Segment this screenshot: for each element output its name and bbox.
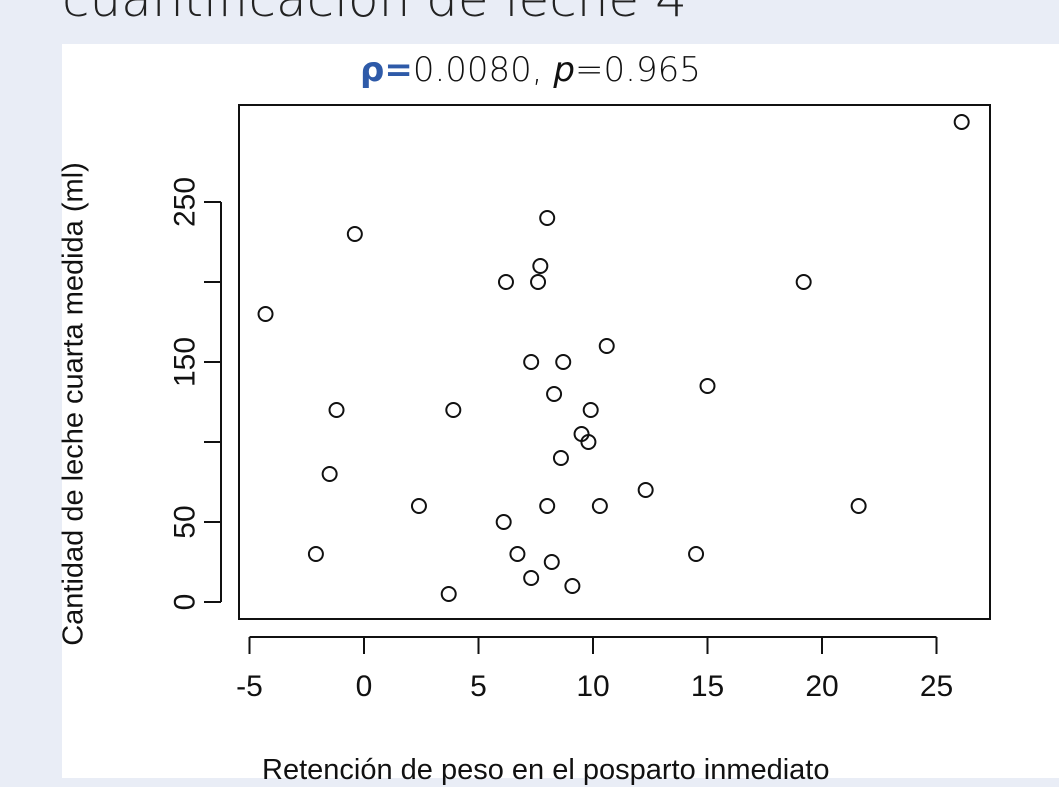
data-point [564, 578, 581, 594]
data-point [440, 586, 457, 602]
x-tick-label: 15 [691, 670, 724, 703]
x-tick-label: 25 [920, 670, 953, 703]
y-tick-label: 50 [169, 505, 202, 538]
data-point [532, 258, 549, 274]
data-point [543, 554, 560, 570]
rho-value: 0.0080, [412, 50, 554, 90]
data-point [257, 306, 274, 322]
data-point [523, 354, 540, 370]
data-point [497, 274, 514, 290]
x-tick-label: 5 [470, 670, 487, 703]
y-tick-label: 0 [169, 594, 202, 611]
data-point [495, 514, 512, 530]
slide-heading: cuantificación de leche 4 [62, 0, 687, 28]
data-point [321, 466, 338, 482]
x-tick-label: 20 [805, 670, 838, 703]
data-point [555, 354, 572, 370]
plot-panel: ρ=0.0080, p=0.965 Cantidad de leche cuar… [58, 44, 1059, 786]
data-point [523, 570, 540, 586]
data-point [699, 378, 716, 394]
x-tick-label: -5 [236, 670, 263, 703]
data-point [591, 498, 608, 514]
correlation-stats: ρ=0.0080, p=0.965 [360, 50, 701, 90]
data-point [582, 402, 599, 418]
data-point [346, 226, 363, 242]
data-point [328, 402, 345, 418]
data-point [539, 498, 556, 514]
x-tick-label: 10 [576, 670, 609, 703]
data-point [530, 274, 547, 290]
p-value: =0.965 [575, 50, 701, 90]
data-point [598, 338, 615, 354]
data-point [953, 114, 970, 130]
y-tick-label: 150 [169, 337, 202, 387]
rho-label: ρ= [360, 50, 413, 90]
data-point [552, 450, 569, 466]
x-tick-label: 0 [356, 670, 373, 703]
y-tick-label: 250 [169, 177, 202, 227]
plot-frame [238, 104, 991, 620]
data-point [307, 546, 324, 562]
data-point [637, 482, 654, 498]
data-point [795, 274, 812, 290]
data-point [850, 498, 867, 514]
data-point [509, 546, 526, 562]
data-point [410, 498, 427, 514]
data-point [688, 546, 705, 562]
data-point [445, 402, 462, 418]
p-label: p [553, 50, 576, 90]
data-point [580, 434, 597, 450]
data-point [546, 386, 563, 402]
data-point [539, 210, 556, 226]
